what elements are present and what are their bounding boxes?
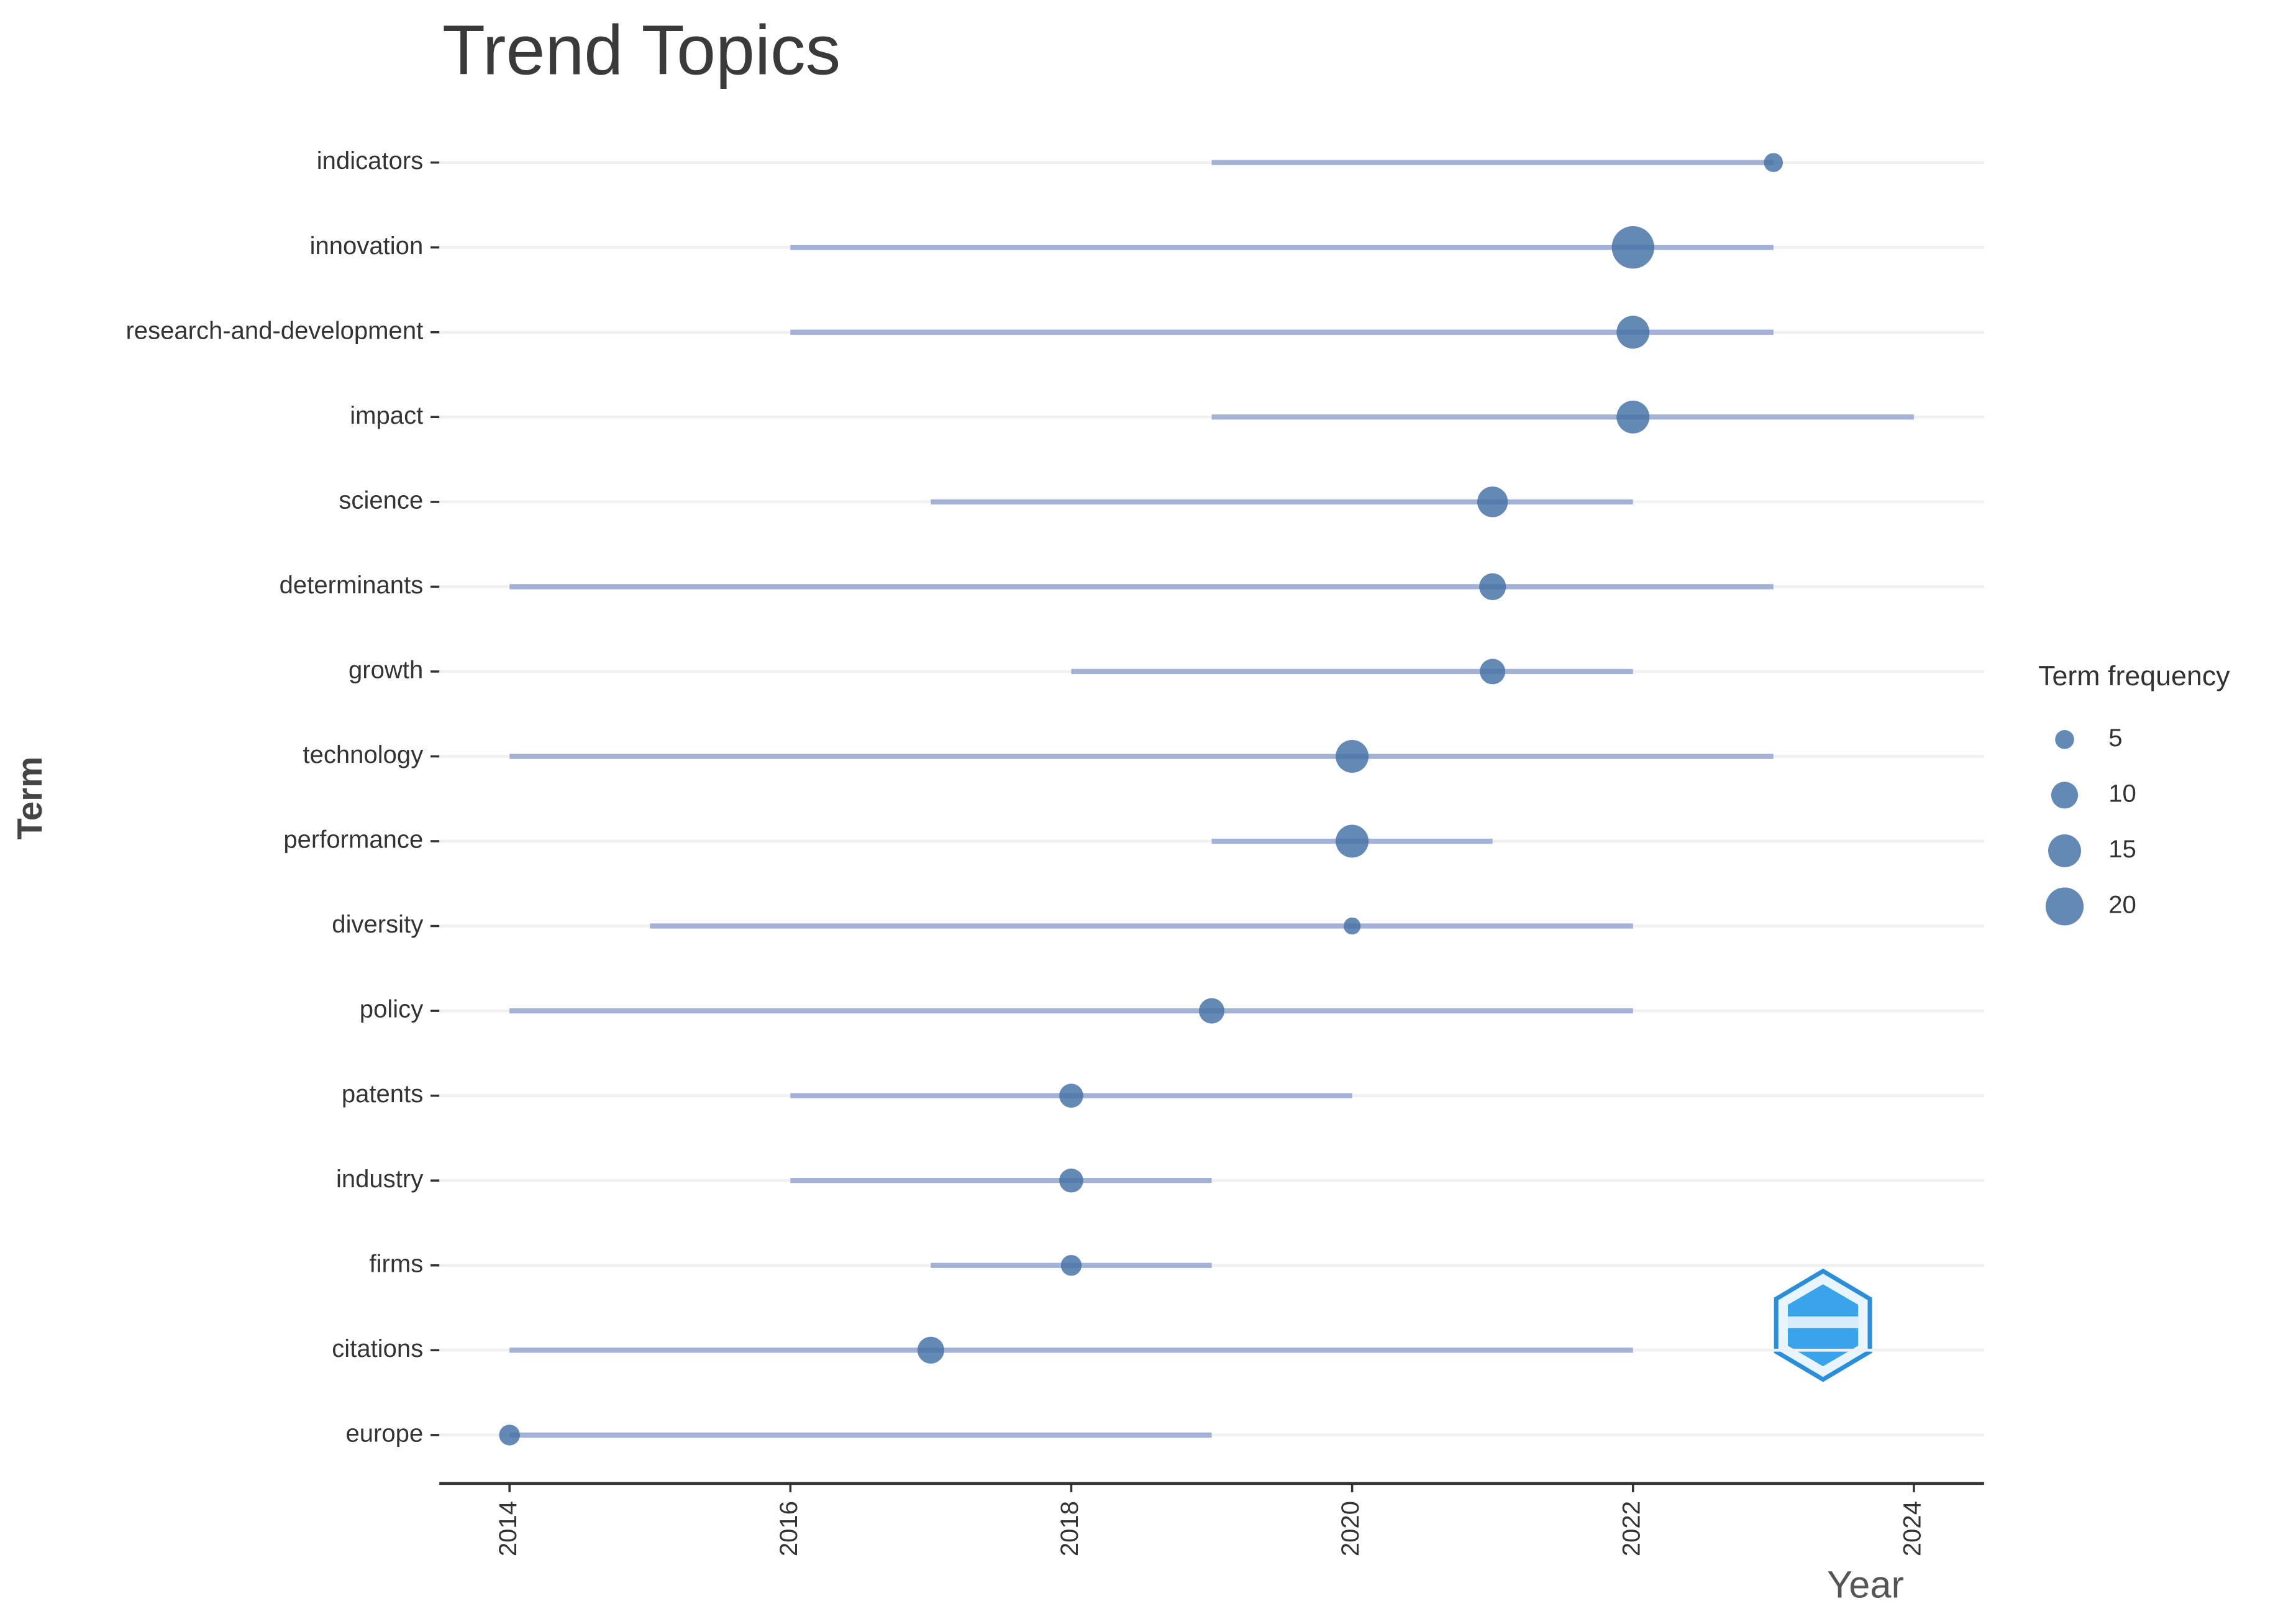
median-point [917,1336,945,1364]
y-tick-label: innovation [310,232,424,260]
chart-title: Trend Topics [442,11,840,89]
y-tick-label: growth [348,656,423,683]
y-tick-label: citations [332,1335,423,1362]
y-tick-label: indicators [317,147,423,175]
y-tick-label: policy [360,996,423,1023]
legend-title: Term frequency [2038,660,2230,691]
median-point [1479,573,1506,600]
y-tick-label: europe [345,1420,423,1447]
y-tick-label: diversity [332,911,423,938]
median-point [1060,1254,1082,1276]
median-point [1616,400,1650,434]
median-point [1059,1168,1083,1193]
y-tick-label: impact [350,402,423,429]
x-tick-label: 2024 [1898,1501,1926,1556]
y-tick-label: firms [369,1250,423,1277]
x-tick-label: 2016 [775,1501,803,1556]
y-tick-label: determinants [280,572,424,599]
legend-label: 10 [2108,780,2136,807]
median-point [499,1425,520,1446]
legend-point [2055,730,2074,749]
median-point [1480,659,1506,685]
x-tick-label: 2020 [1337,1501,1364,1556]
x-tick-label: 2022 [1618,1501,1645,1556]
x-axis-title: Year [1827,1563,1904,1605]
median-point [1477,486,1508,518]
y-tick-label: performance [283,826,423,854]
y-tick-label: technology [303,741,423,769]
x-tick-label: 2018 [1056,1501,1083,1556]
legend-point [2045,887,2084,926]
median-point [1764,153,1784,172]
median-point [1199,998,1225,1024]
y-tick-label: research-and-development [125,317,423,344]
logo [1774,1268,1872,1382]
median-point [1336,824,1369,858]
legend-label: 15 [2108,836,2136,863]
y-tick-label: patents [342,1080,423,1108]
median-point [1616,316,1650,349]
median-point [1343,917,1361,935]
logo-band [1788,1316,1859,1328]
legend-label: 20 [2108,892,2136,919]
x-tick-label: 2014 [494,1501,522,1556]
legend-point [2051,782,2079,809]
median-point [1611,226,1654,269]
median-point [1336,739,1369,773]
legend-label: 5 [2108,724,2122,752]
y-tick-label: industry [336,1166,423,1193]
legend-point [2048,834,2082,867]
y-axis-title: Term [10,757,49,840]
median-point [1059,1083,1083,1108]
y-tick-label: science [339,486,423,514]
